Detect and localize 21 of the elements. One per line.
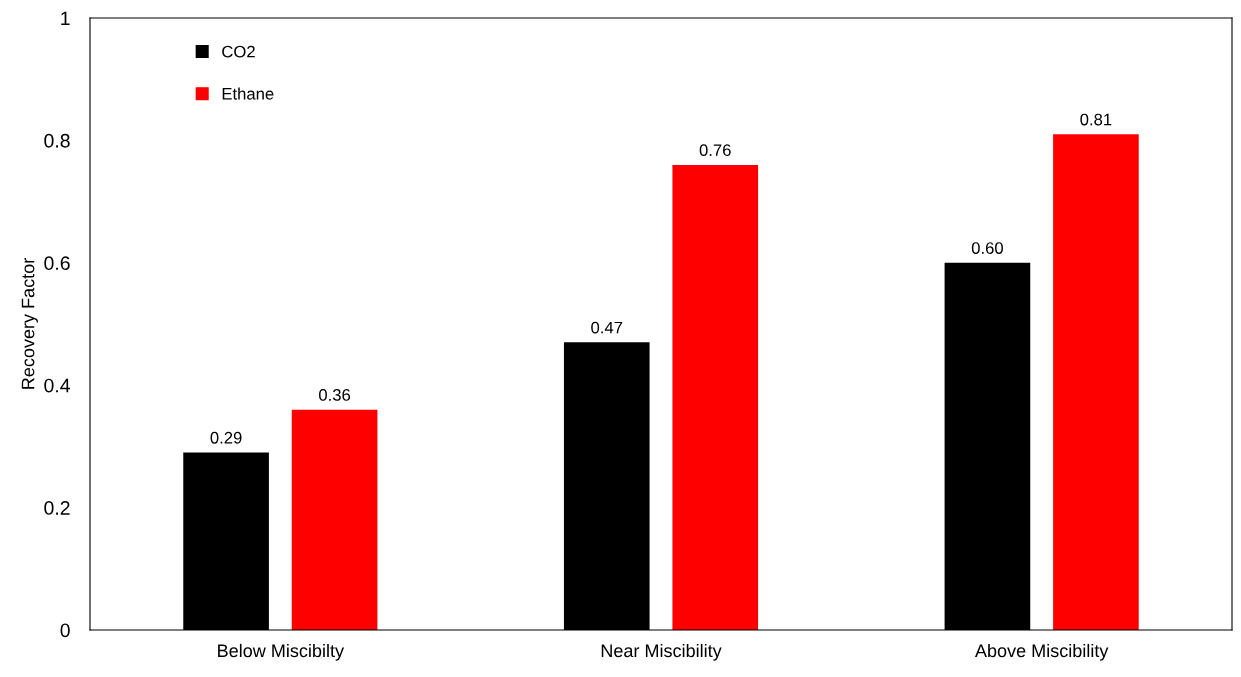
bar (672, 164, 759, 630)
x-tick-label: Near Miscibility (601, 643, 722, 661)
y-tick-label: 0 (60, 623, 70, 638)
y-tick-label: 1 (61, 11, 70, 26)
data-label: 0.36 (319, 389, 351, 401)
data-label: 0.47 (591, 321, 623, 334)
y-tick-label: 0.4 (44, 378, 70, 393)
y-tick-label: 0.6 (44, 256, 70, 271)
x-tick-label: Below Miscibilty (218, 643, 345, 661)
y-tick-label: 0.8 (44, 133, 70, 148)
x-tick-label: Above Miscibility (974, 643, 1109, 661)
data-label: 0.76 (699, 144, 731, 157)
legend-label: CO2 (222, 45, 255, 58)
y-tick-label: 0.2 (44, 501, 70, 515)
bar (1053, 134, 1139, 630)
legend-label: Ethane (222, 87, 274, 100)
y-axis-title: Recovery Factor (21, 258, 38, 389)
data-label: 0.29 (210, 431, 242, 444)
data-label: 0.81 (1080, 113, 1112, 126)
bar (291, 409, 378, 630)
data-label: 0.60 (971, 242, 1003, 254)
